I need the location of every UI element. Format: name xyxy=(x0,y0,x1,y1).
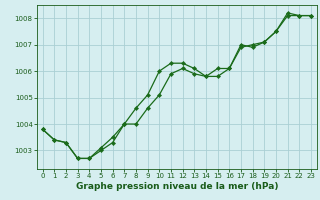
X-axis label: Graphe pression niveau de la mer (hPa): Graphe pression niveau de la mer (hPa) xyxy=(76,182,278,191)
